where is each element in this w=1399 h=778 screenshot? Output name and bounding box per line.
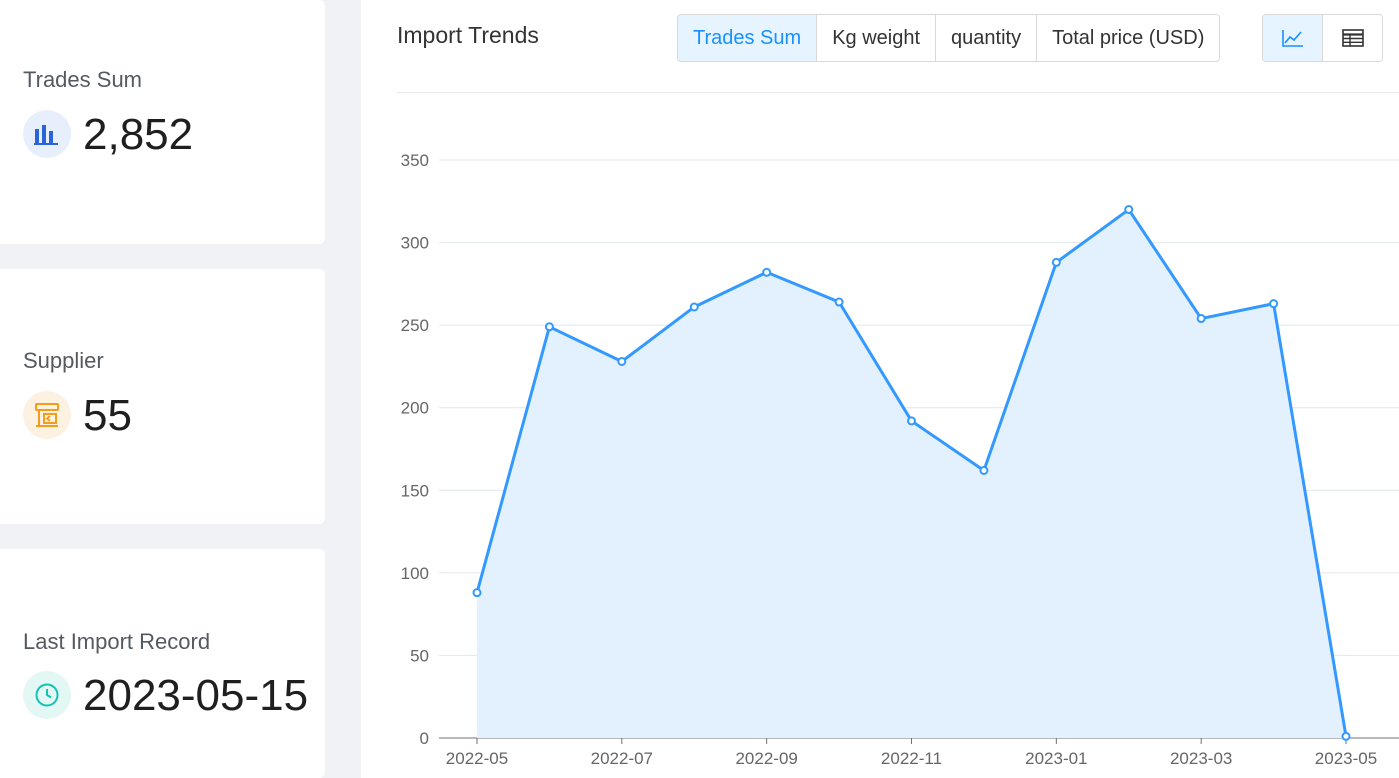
data-point: [1196, 314, 1206, 324]
panel-divider: [397, 92, 1399, 93]
data-point: [1269, 299, 1279, 309]
y-tick-label: 100: [401, 564, 429, 583]
x-tick-label: 2022-07: [591, 749, 653, 768]
data-point: [1051, 257, 1061, 267]
y-tick-label: 0: [420, 729, 429, 748]
data-point: [834, 297, 844, 307]
x-tick-label: 2023-01: [1025, 749, 1087, 768]
x-tick-label: 2022-11: [881, 749, 942, 768]
import-trends-panel: Import Trends Trades Sum Kg weight quant…: [361, 0, 1399, 778]
area-fill: [477, 209, 1346, 739]
view-toggle: [1262, 14, 1383, 62]
clock-icon: [23, 671, 71, 719]
supplier-store-icon: [23, 391, 71, 439]
data-point: [979, 465, 989, 475]
tab-total-price[interactable]: Total price (USD): [1036, 15, 1220, 61]
y-tick-label: 300: [401, 234, 429, 253]
import-trends-chart: 0 50 100 150 200 250 300 350 2022-05 2022-07 2022-…: [401, 151, 1399, 768]
supplier-value: 55: [83, 391, 132, 440]
trades-sum-value: 2,852: [83, 110, 194, 159]
last-import-label: Last Import Record: [23, 629, 211, 654]
line-chart-view-button[interactable]: [1263, 15, 1322, 61]
bar-chart-icon: [23, 110, 71, 158]
data-point: [472, 588, 482, 598]
data-point: [544, 322, 554, 332]
metric-tabs: Trades Sum Kg weight quantity Total pric…: [677, 14, 1221, 62]
data-point: [1124, 205, 1134, 215]
data-point: [617, 356, 627, 366]
trades-sum-label: Trades Sum: [23, 67, 143, 92]
trades-sum-card: Trades Sum 2,852: [0, 0, 325, 244]
x-tick-label: 2022-09: [735, 749, 797, 768]
table-icon: [1341, 29, 1364, 47]
tab-quantity[interactable]: quantity: [935, 15, 1037, 61]
x-tick-label: 2023-05: [1315, 749, 1377, 768]
x-tick-label: 2023-03: [1170, 749, 1232, 768]
y-tick-label: 200: [401, 399, 429, 418]
table-view-button[interactable]: [1322, 15, 1382, 61]
supplier-label: Supplier: [23, 348, 104, 373]
data-point: [1341, 731, 1351, 741]
x-tick-label: 2022-05: [446, 749, 508, 768]
tab-kg-weight[interactable]: Kg weight: [816, 15, 936, 61]
y-tick-label: 50: [410, 646, 429, 665]
data-point: [762, 267, 772, 277]
last-import-value: 2023-05-15: [83, 671, 309, 720]
y-tick-label: 250: [401, 316, 429, 335]
tab-trades-sum[interactable]: Trades Sum: [678, 15, 817, 61]
y-tick-label: 350: [401, 151, 429, 170]
line-chart-icon: [1281, 30, 1303, 47]
last-import-card: Last Import Record 2023-05-15: [0, 549, 325, 778]
panel-title: Import Trends: [397, 22, 539, 48]
data-point: [689, 302, 699, 312]
y-tick-label: 150: [401, 481, 429, 500]
data-point: [907, 416, 916, 426]
supplier-card: Supplier 55: [0, 269, 325, 524]
